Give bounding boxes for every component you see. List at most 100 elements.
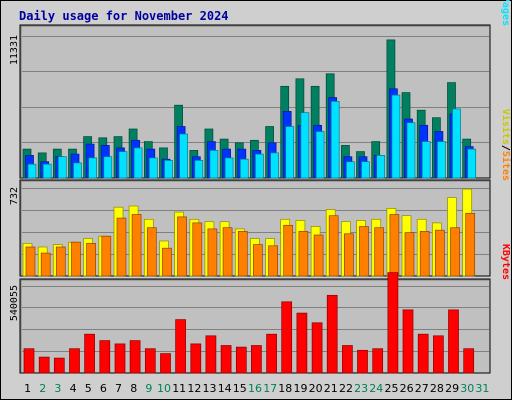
bar-pages-day-9: [148, 157, 158, 179]
bar-sites-day-12: [192, 222, 203, 277]
bar-sites-day-11: [177, 216, 187, 277]
bar-sites-day-10: [162, 247, 172, 277]
bar-kbytes-day-29: [448, 309, 459, 374]
bar-pages-day-14: [224, 157, 234, 179]
bar-sites-day-26: [404, 232, 415, 277]
bar-pages-day-1: [27, 163, 37, 179]
bar-sites-day-21: [328, 215, 339, 277]
day-label-14: 14: [218, 382, 232, 395]
day-label-18: 18: [278, 382, 292, 395]
bar-pages-day-2: [42, 163, 52, 179]
bar-pages-day-11: [179, 133, 188, 179]
bar-kbytes-day-28: [433, 335, 444, 374]
bar-pages-day-5: [88, 157, 97, 179]
day-label-13: 13: [203, 382, 217, 395]
day-label-20: 20: [309, 382, 323, 395]
x-axis-day-labels: 1 2 3 4 5 6 7 8 9 10 11 12 13 14 15 16 17 18 19 20 21 22 23 24 2…: [24, 382, 489, 395]
bar-pages-day-28: [437, 141, 446, 179]
day-label-22: 22: [339, 382, 353, 395]
bar-pages-day-21: [330, 101, 340, 179]
bar-pages-day-16: [255, 153, 264, 179]
bar-sites-day-13: [207, 228, 218, 277]
bar-sites-day-17: [268, 245, 278, 277]
day-label-6: 6: [100, 382, 107, 395]
bar-kbytes-day-9: [144, 348, 156, 374]
bar-kbytes-day-2: [38, 356, 50, 374]
day-label-12: 12: [187, 382, 201, 395]
bar-pages-day-30: [467, 148, 477, 179]
bar-kbytes-day-19: [296, 312, 308, 374]
bar-sites-day-20: [313, 234, 324, 277]
bar-kbytes-day-25: [387, 272, 399, 374]
bar-kbytes-day-22: [342, 345, 353, 374]
bar-kbytes-day-17: [266, 333, 277, 374]
day-label-26: 26: [400, 382, 414, 395]
bar-kbytes-day-7: [114, 343, 126, 374]
bar-pages-day-8: [133, 147, 143, 179]
bar-pages-day-10: [164, 160, 173, 179]
panel-kbytes: 540055 KBytes: [9, 244, 511, 374]
bar-sites-day-29: [450, 227, 460, 277]
bar-kbytes-day-26: [402, 309, 414, 374]
legend-entry: Sites: [500, 151, 512, 181]
day-label-16: 16: [248, 382, 262, 395]
bar-sites-day-7: [116, 217, 127, 277]
series-sites: [25, 212, 476, 277]
bar-kbytes-day-4: [69, 348, 80, 374]
day-label-7: 7: [115, 382, 122, 395]
day-label-15: 15: [233, 382, 247, 395]
bar-sites-day-22: [344, 233, 354, 277]
bar-pages-day-24: [376, 155, 386, 179]
bar-kbytes-day-18: [281, 301, 293, 374]
bar-kbytes-day-13: [205, 335, 217, 374]
chart-panels: 11331 Hits/Files/Pages 732 Visits/Sites 5400…: [9, 0, 512, 374]
bar-pages-day-7: [118, 151, 128, 179]
bar-pages-day-23: [361, 161, 370, 179]
bar-kbytes-day-15: [235, 346, 247, 374]
bar-pages-day-12: [194, 160, 204, 179]
bar-kbytes-day-8: [129, 340, 141, 374]
panel-visits-max-label: 732: [9, 187, 20, 205]
day-label-31: 31: [475, 382, 489, 395]
bar-kbytes-day-1: [23, 348, 35, 374]
panel-hits: 11331 Hits/Files/Pages: [9, 0, 512, 179]
day-label-23: 23: [354, 382, 368, 395]
bar-pages-day-6: [103, 156, 113, 179]
panel-kbytes-max-label: 540055: [9, 285, 20, 321]
panel-hits-legend: Hits/Files/Pages: [500, 0, 512, 26]
bar-kbytes-day-10: [160, 353, 171, 374]
day-label-21: 21: [324, 382, 338, 395]
bar-sites-day-9: [146, 227, 157, 277]
legend-entry: /: [500, 145, 511, 151]
bar-kbytes-day-27: [417, 333, 429, 374]
bar-pages-day-25: [391, 94, 401, 179]
day-label-25: 25: [385, 382, 399, 395]
bar-pages-day-4: [73, 162, 82, 179]
bar-sites-day-24: [374, 227, 385, 277]
day-label-19: 19: [294, 382, 308, 395]
legend-entry: Pages: [500, 0, 511, 26]
bar-kbytes-day-24: [372, 348, 384, 374]
bar-sites-day-16: [253, 244, 263, 277]
bar-pages-day-27: [421, 141, 431, 179]
bar-pages-day-3: [57, 156, 67, 179]
bar-pages-day-17: [270, 152, 279, 179]
bar-pages-day-19: [300, 112, 310, 179]
bar-sites-day-5: [86, 243, 96, 277]
day-label-27: 27: [415, 382, 429, 395]
legend-entry: Visits: [500, 109, 512, 145]
series-kbytes: [23, 272, 475, 374]
bar-sites-day-3: [55, 246, 66, 277]
panel-kbytes-legend: KBytes: [500, 244, 511, 280]
bar-pages-day-26: [406, 122, 416, 179]
bar-pages-day-20: [315, 131, 325, 179]
bar-kbytes-day-20: [311, 322, 323, 374]
day-label-10: 10: [157, 382, 171, 395]
panel-visits-legend: Visits/Sites: [500, 109, 512, 181]
bar-pages-day-13: [209, 150, 219, 179]
day-label-1: 1: [24, 382, 31, 395]
bar-kbytes-day-23: [357, 349, 368, 374]
day-label-24: 24: [369, 382, 383, 395]
day-label-28: 28: [430, 382, 444, 395]
